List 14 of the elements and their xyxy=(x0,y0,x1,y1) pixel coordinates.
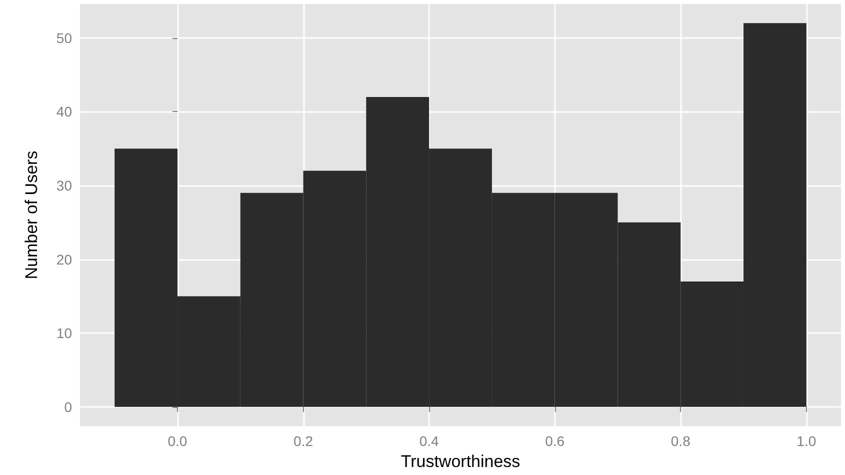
y-tick-label: 40 xyxy=(56,104,72,120)
y-tick-label: 50 xyxy=(56,30,72,46)
y-axis-title: Number of Users xyxy=(22,150,41,280)
x-tick-label: 0.8 xyxy=(670,433,691,450)
y-tick-label: 0 xyxy=(64,398,72,415)
y-tick-label: 30 xyxy=(56,178,72,194)
x-tick-label: 0.0 xyxy=(168,433,188,450)
y-tick-label: 10 xyxy=(56,325,72,342)
y-tick-label: 20 xyxy=(56,251,72,268)
x-tick-label: 0.4 xyxy=(419,433,439,450)
x-tick-label: 1.0 xyxy=(796,433,816,450)
x-tick-label: 0.6 xyxy=(545,433,565,450)
x-tick-label: 0.2 xyxy=(294,433,314,450)
x-axis-title: Trustworthiness xyxy=(400,452,520,471)
